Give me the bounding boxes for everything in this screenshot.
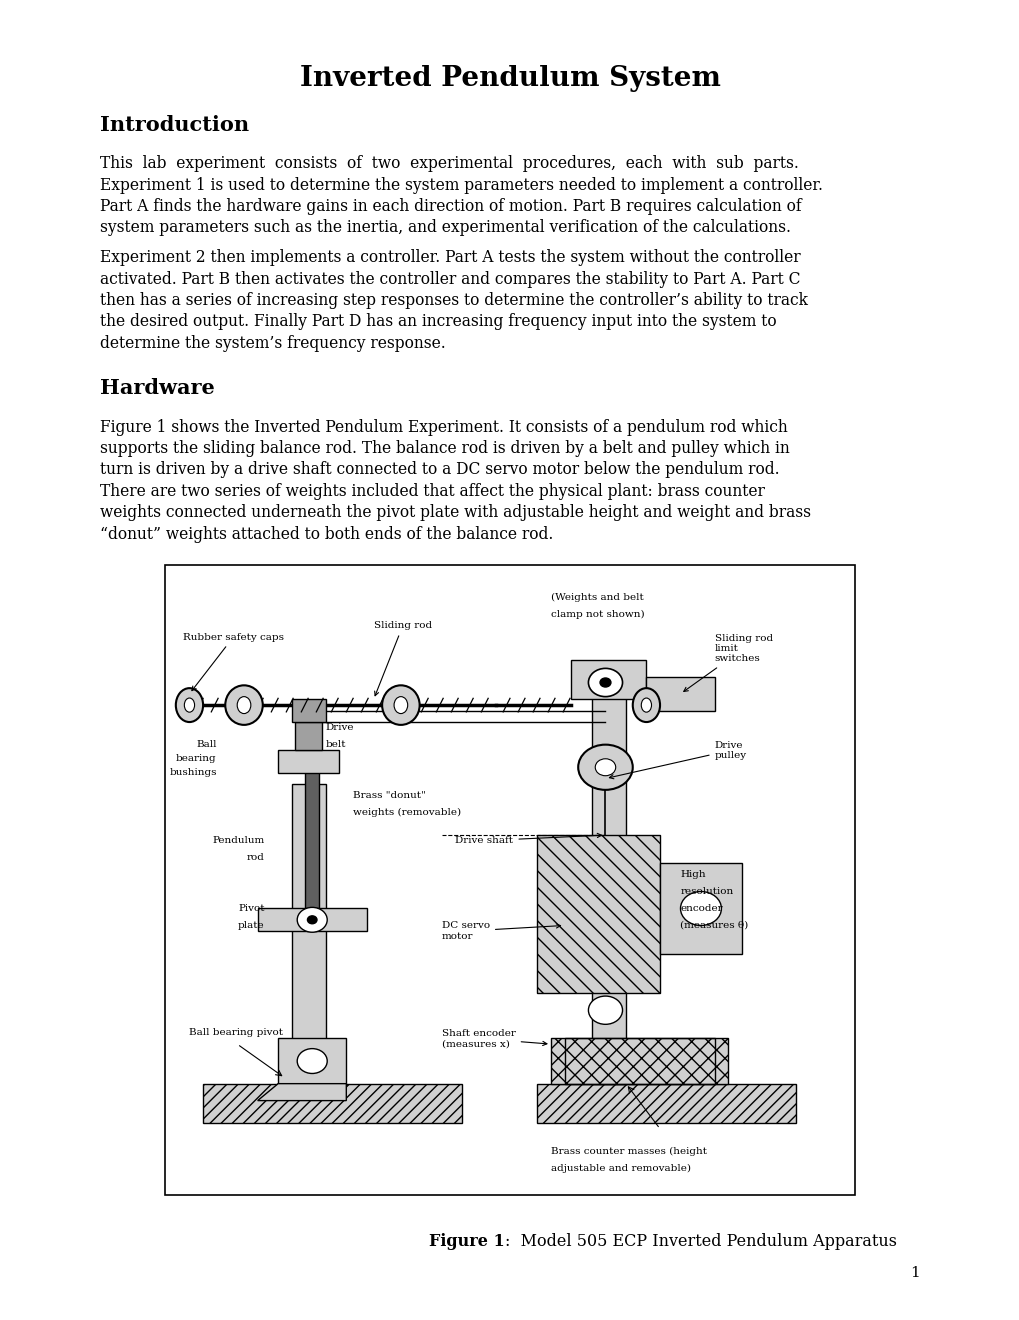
Circle shape (297, 907, 327, 932)
Text: Drive: Drive (325, 723, 354, 733)
Text: Figure 1: Figure 1 (429, 1233, 504, 1250)
Text: determine the system’s frequency response.: determine the system’s frequency respons… (100, 335, 445, 352)
Circle shape (680, 891, 720, 925)
Text: encoder: encoder (680, 904, 722, 913)
Circle shape (588, 997, 622, 1024)
Text: “donut” weights attached to both ends of the balance rod.: “donut” weights attached to both ends of… (100, 525, 553, 543)
Circle shape (588, 668, 622, 697)
Text: Introduction: Introduction (100, 115, 249, 135)
Ellipse shape (393, 697, 408, 714)
Ellipse shape (632, 688, 659, 722)
Text: system parameters such as the inertia, and experimental verification of the calc: system parameters such as the inertia, a… (100, 219, 790, 236)
Text: Figure 1 shows the Inverted Pendulum Experiment. It consists of a pendulum rod w: Figure 1 shows the Inverted Pendulum Exp… (100, 418, 787, 436)
Text: supports the sliding balance rod. The balance rod is driven by a belt and pulley: supports the sliding balance rod. The ba… (100, 440, 789, 457)
Polygon shape (258, 1084, 346, 1101)
Text: rod: rod (247, 853, 264, 862)
Text: Ball bearing pivot: Ball bearing pivot (190, 1028, 283, 1038)
Bar (537, 836, 659, 993)
Text: bearing: bearing (176, 754, 216, 763)
Ellipse shape (225, 685, 263, 725)
Text: Sliding rod: Sliding rod (373, 622, 431, 696)
Text: High: High (680, 870, 705, 879)
Text: plate: plate (237, 921, 264, 931)
Text: There are two series of weights included that affect the physical plant: brass c: There are two series of weights included… (100, 483, 764, 500)
Circle shape (595, 759, 615, 776)
Bar (537, 1084, 796, 1123)
Circle shape (297, 1048, 327, 1073)
Text: This  lab  experiment  consists  of  two  experimental  procedures,  each  with : This lab experiment consists of two expe… (100, 154, 798, 172)
Bar (550, 1039, 728, 1084)
Text: (measures θ): (measures θ) (680, 921, 748, 931)
Text: adjustable and removable): adjustable and removable) (550, 1164, 690, 1173)
Bar (165, 565, 854, 1195)
Text: Pivot: Pivot (237, 904, 264, 913)
Bar (305, 762, 319, 908)
Text: Drive
pulley: Drive pulley (608, 741, 746, 779)
Text: Brass "donut": Brass "donut" (353, 791, 426, 800)
Text: the desired output. Finally Part D has an increasing frequency input into the sy: the desired output. Finally Part D has a… (100, 313, 775, 330)
Bar (258, 908, 367, 931)
Text: weights connected underneath the pivot plate with adjustable height and weight a: weights connected underneath the pivot p… (100, 504, 810, 521)
Text: turn is driven by a drive shaft connected to a DC servo motor below the pendulum: turn is driven by a drive shaft connecte… (100, 462, 779, 478)
Bar (564, 1039, 714, 1084)
Text: weights (removable): weights (removable) (353, 808, 461, 817)
Circle shape (307, 916, 317, 924)
Bar (659, 863, 741, 953)
Text: Sliding rod
limit
switches: Sliding rod limit switches (683, 634, 772, 692)
Ellipse shape (237, 697, 251, 714)
Circle shape (599, 678, 610, 686)
Bar (571, 660, 646, 700)
Bar (537, 836, 659, 993)
Circle shape (578, 744, 632, 789)
Text: Inverted Pendulum System: Inverted Pendulum System (300, 65, 719, 92)
Text: Experiment 2 then implements a controller. Part A tests the system without the c: Experiment 2 then implements a controlle… (100, 249, 800, 267)
Bar (203, 1084, 462, 1123)
Bar (291, 784, 325, 1084)
Ellipse shape (175, 688, 203, 722)
Text: then has a series of increasing step responses to determine the controller’s abi: then has a series of increasing step res… (100, 292, 807, 309)
Bar (591, 688, 626, 1084)
Bar (294, 722, 322, 750)
Text: activated. Part B then activates the controller and compares the stability to Pa: activated. Part B then activates the con… (100, 271, 800, 288)
Ellipse shape (641, 698, 651, 713)
Bar (291, 700, 325, 722)
Text: Ball: Ball (196, 741, 216, 750)
Ellipse shape (184, 698, 195, 713)
Bar (646, 677, 714, 710)
Text: Rubber safety caps: Rubber safety caps (182, 632, 283, 690)
Text: DC servo
motor: DC servo motor (441, 921, 560, 941)
Text: Hardware: Hardware (100, 379, 215, 399)
Text: (Weights and belt: (Weights and belt (550, 593, 643, 602)
Text: Pendulum: Pendulum (212, 836, 264, 845)
Text: resolution: resolution (680, 887, 733, 896)
Text: clamp not shown): clamp not shown) (550, 610, 644, 619)
Ellipse shape (382, 685, 419, 725)
Text: belt: belt (325, 741, 346, 750)
Bar (278, 750, 339, 774)
Text: Shaft encoder
(measures x): Shaft encoder (measures x) (441, 1028, 546, 1048)
Bar (278, 1039, 346, 1084)
Text: :  Model 505 ECP Inverted Pendulum Apparatus: : Model 505 ECP Inverted Pendulum Appara… (504, 1233, 896, 1250)
Text: Part A finds the hardware gains in each direction of motion. Part B requires cal: Part A finds the hardware gains in each … (100, 198, 801, 215)
Text: 1: 1 (909, 1266, 919, 1280)
Text: Experiment 1 is used to determine the system parameters needed to implement a co: Experiment 1 is used to determine the sy… (100, 177, 822, 194)
Text: Brass counter masses (height: Brass counter masses (height (550, 1147, 706, 1156)
Text: Drive shaft: Drive shaft (455, 833, 601, 845)
Text: bushings: bushings (169, 768, 216, 777)
